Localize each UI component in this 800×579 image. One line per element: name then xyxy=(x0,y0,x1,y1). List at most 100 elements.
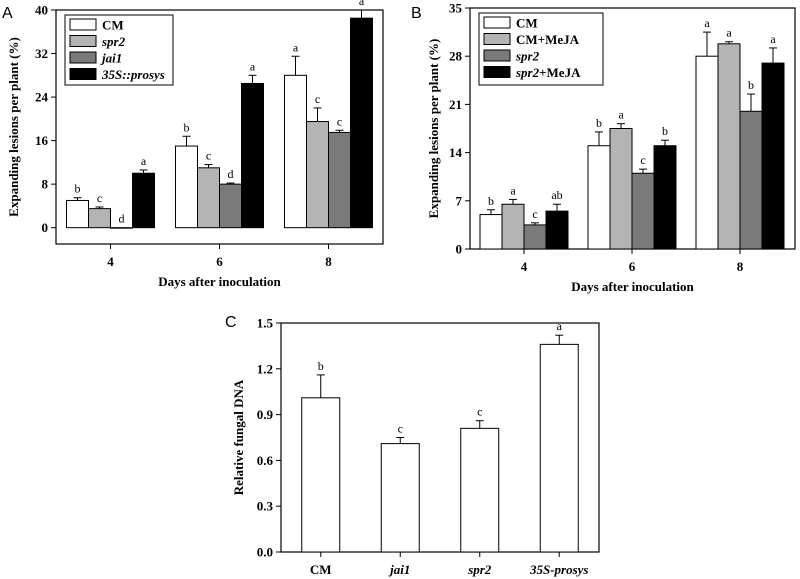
bar-a-cm xyxy=(175,145,198,229)
bar-b-cm xyxy=(479,214,503,250)
bar-a-cm xyxy=(66,199,89,229)
x-tick-label-c: spr2 xyxy=(467,562,492,577)
y-tick-label-a: 32 xyxy=(35,46,48,61)
significance-label-b: a xyxy=(704,16,710,30)
significance-label-c: c xyxy=(477,405,482,419)
significance-label-b: a xyxy=(726,26,732,40)
legend-label-a: 35S::prosys xyxy=(101,67,165,82)
legend-label-b: spr2 xyxy=(515,49,540,64)
significance-label-a: b xyxy=(184,120,190,134)
bar-b-spr2 xyxy=(631,172,655,250)
legend-swatch-a xyxy=(69,18,97,31)
bar-a-cm xyxy=(284,74,307,229)
y-tick-label-b: 0 xyxy=(456,242,463,257)
significance-label-b: a xyxy=(618,108,624,122)
legend-swatch-b xyxy=(483,33,511,45)
plot-frame-c xyxy=(280,322,600,553)
significance-label-b: ab xyxy=(551,188,562,202)
significance-label-a: c xyxy=(315,92,320,106)
significance-label-c: c xyxy=(398,422,403,436)
bar-b-cm-meja xyxy=(609,128,633,250)
significance-label-b: c xyxy=(640,153,645,167)
bar-c-relative-fungal-dna xyxy=(460,427,500,553)
chart-panel-a: 0 8 16 24 32 40 4 b c d a 6 b c d a 8 a c c a Days after inoc… xyxy=(6,0,384,289)
significance-label-a: a xyxy=(250,59,256,73)
significance-label-b: c xyxy=(532,207,537,221)
y-axis-title-c: Relative fungal DNA xyxy=(231,379,246,495)
significance-label-c: b xyxy=(318,359,324,373)
legend-label-b: spr2+MeJA xyxy=(515,65,581,80)
significance-label-a: a xyxy=(359,0,365,8)
bar-c-relative-fungal-dna xyxy=(380,443,420,553)
bar-b-cm-meja xyxy=(717,43,741,250)
legend-swatch-a xyxy=(69,68,97,80)
legend-label-a: jai1 xyxy=(100,51,122,66)
bar-b-spr2 xyxy=(523,224,547,250)
significance-label-a: d xyxy=(228,167,234,181)
significance-label-c: a xyxy=(557,319,563,333)
legend-label-a: spr2 xyxy=(101,34,126,49)
x-tick-label-a: 8 xyxy=(325,254,332,269)
bar-a-spr2 xyxy=(197,167,220,229)
y-tick-label-a: 8 xyxy=(42,177,49,192)
y-tick-label-c: 1.2 xyxy=(257,361,273,376)
significance-label-a: d xyxy=(119,212,125,226)
bar-c-relative-fungal-dna xyxy=(301,397,341,553)
chart-panel-c: 0.0 0.3 0.6 0.9 1.2 1.5 CM b jai1 c spr2 c 35S-prosy… xyxy=(231,316,600,577)
bar-a-jai1 xyxy=(110,227,133,229)
significance-label-b: a xyxy=(510,183,516,197)
significance-label-a: b xyxy=(75,182,81,196)
y-axis-title-b: Expanding lesions per plant (%) xyxy=(426,39,441,219)
y-tick-label-c: 0.9 xyxy=(257,407,274,422)
bar-c-relative-fungal-dna xyxy=(539,343,579,553)
bar-a-jai1 xyxy=(328,131,351,229)
y-tick-label-a: 24 xyxy=(35,90,49,105)
significance-label-b: a xyxy=(770,32,776,46)
legend-swatch-b xyxy=(483,66,511,78)
bar-b-spr2-meja xyxy=(761,62,785,250)
x-tick-label-c: 35S-prosys xyxy=(529,562,589,577)
significance-label-a: c xyxy=(97,191,102,205)
y-tick-label-c: 0.3 xyxy=(257,499,274,514)
x-axis-title-a: Days after inoculation xyxy=(158,274,281,289)
panel-label-c: C xyxy=(225,314,237,331)
bar-b-spr2-meja xyxy=(545,210,569,250)
legend-swatch-b xyxy=(483,16,511,29)
significance-label-b: b xyxy=(596,116,602,130)
y-tick-label-c: 1.5 xyxy=(257,316,274,331)
legend-label-b: CM xyxy=(516,16,538,31)
y-tick-label-b: 21 xyxy=(449,97,462,112)
significance-label-b: b xyxy=(748,78,754,92)
y-tick-label-b: 35 xyxy=(449,1,463,16)
bar-b-spr2-meja xyxy=(653,145,677,250)
bar-a-spr2 xyxy=(306,121,329,229)
panel-label-a: A xyxy=(2,5,13,22)
x-tick-label-b: 6 xyxy=(629,259,636,274)
legend-swatch-a xyxy=(69,35,97,47)
bar-a-spr2 xyxy=(88,208,111,229)
x-tick-label-b: 8 xyxy=(737,259,744,274)
y-tick-label-b: 28 xyxy=(449,49,463,64)
y-tick-label-a: 16 xyxy=(35,133,49,148)
y-tick-label-c: 0.0 xyxy=(257,545,273,560)
significance-label-a: c xyxy=(337,114,342,128)
bar-a-jai1 xyxy=(219,183,242,229)
x-axis-title-b: Days after inoculation xyxy=(571,279,694,294)
significance-label-a: c xyxy=(206,149,211,163)
significance-label-b: b xyxy=(488,194,494,208)
x-tick-label-c: jai1 xyxy=(388,562,410,577)
legend-swatch-a xyxy=(69,51,97,64)
bar-b-cm xyxy=(695,55,719,250)
significance-label-b: b xyxy=(662,124,668,138)
bar-b-cm-meja xyxy=(501,203,525,250)
x-tick-label-b: 4 xyxy=(521,259,528,274)
y-tick-label-a: 40 xyxy=(35,3,48,18)
x-tick-label-a: 4 xyxy=(107,254,114,269)
y-axis-title-a: Expanding lesions per plant (%) xyxy=(6,37,21,217)
bar-a-35s-prosys xyxy=(241,82,264,229)
x-tick-label-a: 6 xyxy=(216,254,223,269)
significance-label-a: a xyxy=(293,40,299,54)
bar-a-35s-prosys xyxy=(350,17,373,229)
